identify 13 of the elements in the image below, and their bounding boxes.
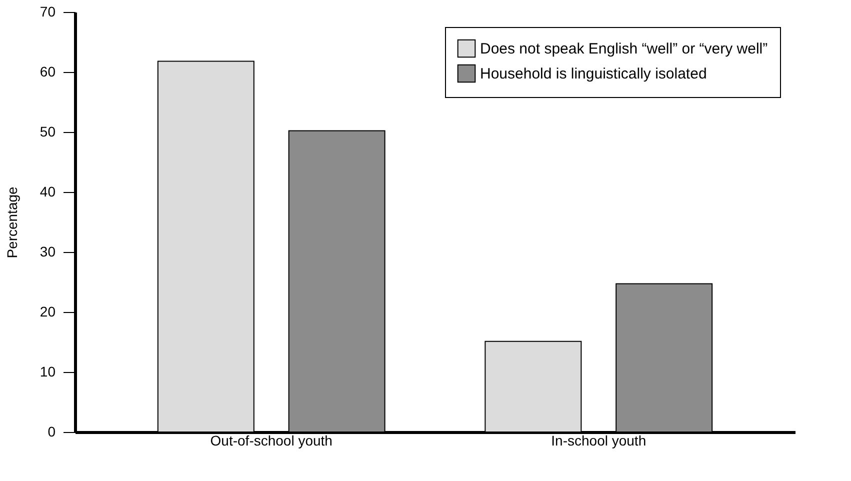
y-axis-title: Percentage <box>4 186 20 258</box>
y-tick-label: 20 <box>40 304 56 320</box>
y-tick-label: 50 <box>40 124 56 140</box>
y-tick-label: 40 <box>40 184 56 200</box>
y-tick-label: 60 <box>40 64 56 80</box>
x-tick-label: Out-of-school youth <box>210 432 332 448</box>
y-tick-label: 10 <box>40 364 56 380</box>
y-tick-label: 70 <box>40 4 56 20</box>
legend-label: Household is linguistically isolated <box>480 66 707 82</box>
y-tick-label: 0 <box>48 424 56 440</box>
y-tick-label: 30 <box>40 244 56 260</box>
x-tick-label: In-school youth <box>551 432 646 448</box>
legend-label: Does not speak English “well” or “very well” <box>480 40 768 58</box>
